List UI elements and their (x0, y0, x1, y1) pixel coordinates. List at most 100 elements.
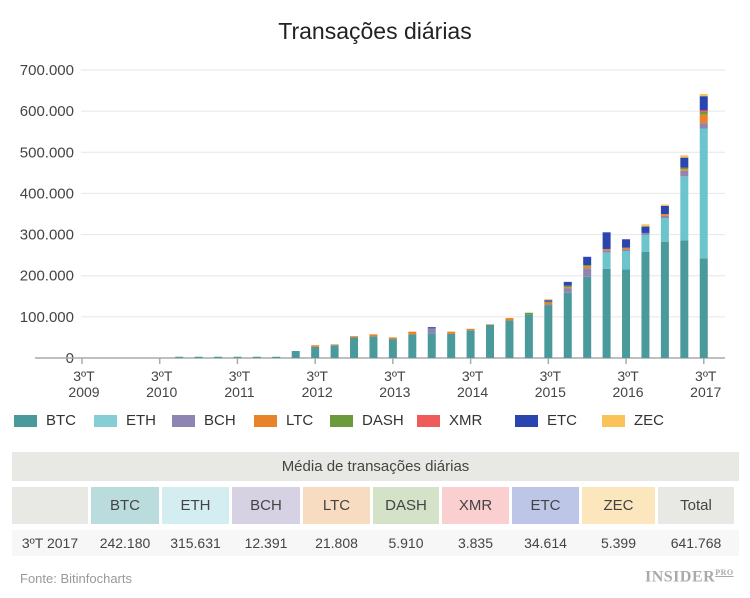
bar-segment-eth (699, 128, 708, 259)
bar-segment-ltc (466, 328, 475, 331)
table-row: 3ºT 2017 242.180 315.631 12.391 21.808 5.910 3… (12, 530, 739, 556)
bar-segment-btc (175, 356, 184, 358)
table-cell: 5.910 (388, 535, 424, 551)
bar-segment-ltc (660, 214, 669, 216)
bar-segment-btc (524, 314, 533, 358)
bar-segment-btc (214, 356, 223, 358)
bar-segment-etc (660, 205, 669, 214)
x-tick-label-year: 2009 (68, 384, 99, 400)
bar-segment-btc (369, 336, 378, 358)
table-header-bch: BCH (232, 487, 300, 524)
bar-segment-btc (233, 356, 242, 358)
bar-segment-ltc (350, 336, 359, 338)
x-tick-label-quarter: 3ºT (151, 368, 173, 384)
bar-segment-btc (486, 324, 495, 358)
table-header-eth: ETH (162, 487, 229, 524)
stacked-bar-chart: 0100.000200.000300.000400.000500.000600.… (20, 62, 725, 400)
bar-segment-etc (544, 300, 553, 302)
x-tick-label-quarter: 3ºT (540, 368, 562, 384)
y-tick-label: 300.000 (20, 227, 74, 244)
bar-segment-bch (427, 328, 436, 334)
legend-label: DASH (362, 412, 404, 429)
y-tick-label: 700.000 (20, 62, 74, 79)
legend-label: ETC (547, 412, 577, 429)
bar-segment-btc (699, 258, 708, 358)
bar-segment-ltc (369, 334, 378, 337)
x-tick-label-quarter: 3ºT (229, 368, 251, 384)
bar-segment-btc (583, 276, 592, 358)
bar-segment-eth (622, 251, 631, 270)
bar-segment-btc (427, 333, 436, 358)
bar-segment-btc (563, 292, 572, 358)
x-tick-label-year: 2017 (690, 384, 721, 400)
table-cell: 242.180 (99, 535, 151, 551)
bar-segment-btc (252, 356, 261, 358)
legend-label: ZEC (634, 412, 664, 429)
legend-item-zec: ZEC (602, 412, 682, 429)
bar-segment-dash (680, 167, 689, 170)
table-header-zec: ZEC (582, 487, 655, 524)
bar-segment-dash (524, 312, 533, 315)
bar-segment-ltc (330, 344, 339, 346)
x-tick-label-year: 2015 (535, 384, 566, 400)
x-tick-label-year: 2010 (146, 384, 177, 400)
source-note: Fonte: Bitinfocharts (20, 571, 132, 586)
table-header-total: Total (658, 487, 734, 524)
bar-segment-ltc (699, 114, 708, 124)
y-tick-label: 400.000 (20, 185, 74, 202)
bar-segment-etc (427, 327, 436, 329)
bar-segment-ltc (408, 331, 417, 335)
table-header-etc: ETC (512, 487, 579, 524)
bar-segment-bch (641, 232, 650, 235)
bar-segment-bch (699, 123, 708, 129)
bar-segment-btc (291, 351, 300, 358)
bar-segment-eth (641, 234, 650, 252)
legend-swatch (330, 414, 353, 427)
bar-segment-bch (660, 215, 669, 219)
bar-segment-btc (311, 346, 320, 358)
bar-segment-btc (660, 241, 669, 358)
bar-segment-bch (602, 250, 611, 253)
legend-swatch (14, 414, 37, 427)
bar-segment-zec (660, 204, 669, 206)
legend-item-etc: ETC (515, 412, 602, 429)
chart-title: Transações diárias (278, 18, 472, 44)
bar-segment-btc (447, 333, 456, 358)
bar-segment-ltc (447, 331, 456, 334)
legend-swatch (515, 414, 538, 427)
table-cell: 12.391 (244, 535, 288, 551)
legend-swatch (172, 414, 195, 427)
x-tick-label-year: 2014 (457, 384, 488, 400)
legend-item-bch: BCH (172, 412, 254, 429)
bar-segment-eth (660, 218, 669, 242)
legend-item-btc: BTC (14, 412, 94, 429)
y-tick-label: 600.000 (20, 103, 74, 120)
x-tick-label-quarter: 3ºT (73, 368, 95, 384)
legend-label: BCH (204, 412, 236, 429)
table-header-dash: DASH (373, 487, 439, 524)
table-header-row: BTC ETH BCH LTC DASH XMR ETC ZEC Total (12, 487, 739, 524)
table-header-btc: BTC (91, 487, 159, 524)
table-header-xmr: XMR (442, 487, 509, 524)
bar-segment-dash (583, 265, 592, 267)
summary-table: Média de transações diárias BTC ETH BCH LTC… (12, 452, 739, 556)
table-cell: 3.835 (457, 535, 494, 551)
legend-label: BTC (46, 412, 76, 429)
legend-label: XMR (449, 412, 483, 429)
x-tick-label-year: 2013 (379, 384, 410, 400)
y-tick-label: 500.000 (20, 144, 74, 161)
table-cell: 3ºT 2017 (21, 535, 79, 551)
bar-segment-etc (641, 226, 650, 233)
bar-segment-btc (544, 305, 553, 358)
bar-segment-eth (602, 252, 611, 269)
logo-text: INSIDER (645, 568, 716, 586)
bar-segment-bch (563, 288, 572, 293)
bar-segment-bch (622, 249, 631, 252)
legend-item-xmr: XMR (417, 412, 515, 429)
x-tick-label-quarter: 3ºT (462, 368, 484, 384)
x-tick-label-year: 2011 (224, 384, 254, 400)
bar-segment-btc (602, 268, 611, 358)
legend-item-dash: DASH (330, 412, 417, 429)
legend-swatch (417, 414, 440, 427)
bar-segment-zec (699, 93, 708, 97)
